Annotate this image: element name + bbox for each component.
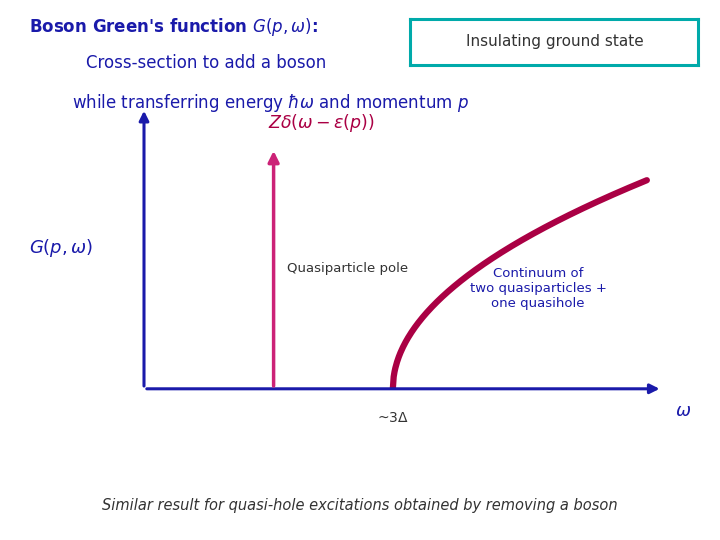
Text: Quasiparticle pole: Quasiparticle pole (287, 262, 408, 275)
Text: Boson Green's function $G(p,\omega)$:: Boson Green's function $G(p,\omega)$: (29, 16, 318, 38)
Text: Insulating ground state: Insulating ground state (466, 35, 643, 49)
Text: ~3$\Delta$: ~3$\Delta$ (377, 411, 409, 425)
Text: $\omega$: $\omega$ (675, 402, 691, 420)
Text: Continuum of
two quasiparticles +
one quasihole: Continuum of two quasiparticles + one qu… (469, 267, 606, 310)
Text: while transferring energy $\hbar\omega$ and momentum $p$: while transferring energy $\hbar\omega$ … (72, 92, 469, 114)
Text: Similar result for quasi-hole excitations obtained by removing a boson: Similar result for quasi-hole excitation… (102, 498, 618, 513)
Text: $G(p,\omega)$: $G(p,\omega)$ (29, 238, 93, 259)
Text: Cross-section to add a boson: Cross-section to add a boson (86, 54, 327, 72)
Text: $Z\delta\left(\omega-\varepsilon(p)\right)$: $Z\delta\left(\omega-\varepsilon(p)\righ… (269, 112, 375, 134)
